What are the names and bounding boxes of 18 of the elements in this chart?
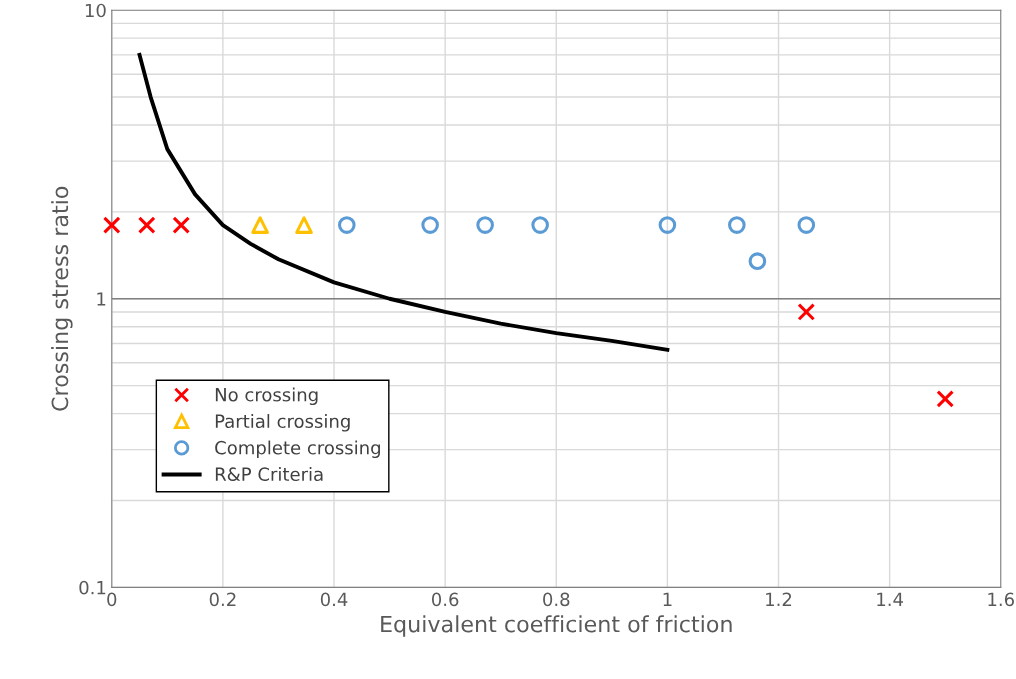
y-axis-title: Crossing stress ratio (51, 186, 73, 411)
legend-label: R&P Criteria (215, 467, 323, 482)
y-tick-label: 1 (97, 292, 106, 306)
legend-label: Partial crossing (215, 414, 350, 432)
legend-label: No crossing (215, 387, 318, 406)
y-tick-label: 10 (85, 3, 106, 18)
x-tick-label: 0.8 (543, 592, 570, 607)
x-tick-label: 1 (663, 592, 672, 606)
x-tick-label: 1.6 (988, 592, 1014, 607)
x-tick-label: 0.4 (320, 592, 348, 607)
x-tick-label: 1.4 (877, 592, 903, 606)
y-tick-label: 0.1 (79, 580, 106, 595)
x-axis-title: Equivalent coefficient of friction (381, 615, 732, 637)
x-tick-label: 0 (107, 592, 117, 607)
x-tick-label: 0.6 (431, 592, 459, 607)
x-tick-label: 0.2 (209, 592, 236, 607)
x-tick-label: 1.2 (766, 592, 792, 606)
legend-label: Complete crossing (215, 440, 380, 459)
